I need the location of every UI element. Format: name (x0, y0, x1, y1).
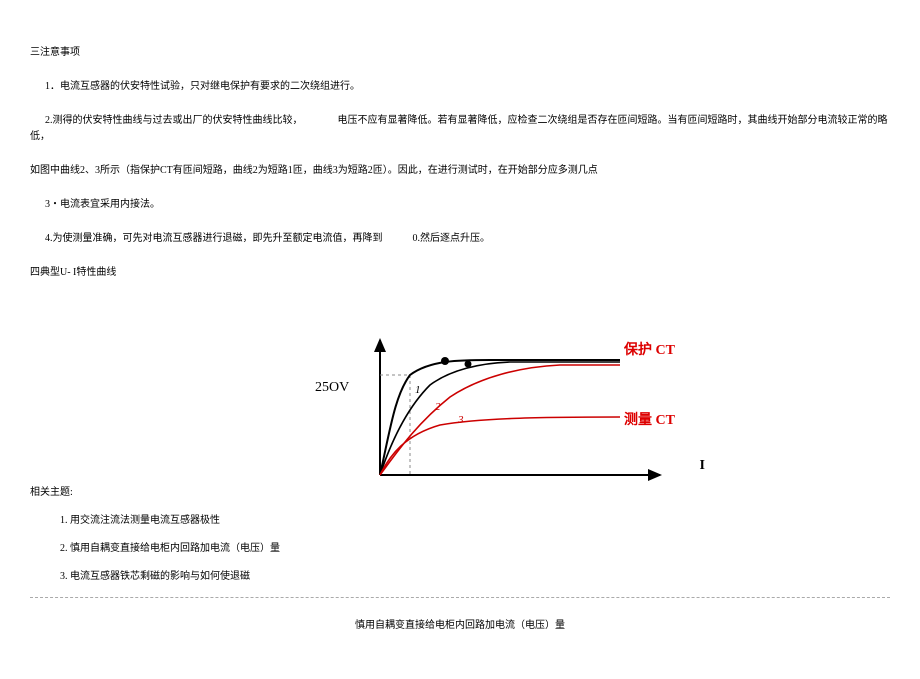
paragraph-1: 1．电流互感器的伏安特性试验，只对继电保护有要求的二次绕组进行。 (30, 79, 890, 95)
label-measure-ct: 测量 CT (624, 410, 675, 432)
x-axis-label: I (700, 455, 705, 477)
divider (30, 597, 890, 598)
paragraph-4: 4.为使测量准确，可先对电流互感器进行退磁，即先升至额定电流值，再降到 0.然后… (30, 231, 890, 247)
svg-text:1: 1 (415, 384, 421, 396)
svg-text:3: 3 (457, 414, 464, 426)
paragraph-2b: 如图中曲线2、3所示（指保护CT有匝间短路，曲线2为短路1匝，曲线3为短路2匝）… (30, 163, 890, 179)
svg-text:2: 2 (435, 401, 441, 413)
footer-title: 慎用自耦变直接给电柜内回路加电流（电压）量 (30, 618, 890, 634)
related-item-2: 2. 慎用自耦变直接给电柜内回路加电流（电压）量 (60, 541, 890, 557)
label-protection-ct: 保护 CT (624, 340, 675, 362)
y-annotation-250v: 25OV (315, 377, 349, 399)
section-4-title: 四典型U- I特性曲线 (30, 265, 890, 281)
paragraph-3: 3・电流表宜采用内接法。 (30, 197, 890, 213)
related-topics: 相关主题: 1. 用交流注流法测量电流互感器极性 2. 慎用自耦变直接给电柜内回… (30, 485, 890, 585)
ui-chart: 25OV 保护 CT 测量 CT I 123 (360, 335, 700, 495)
related-item-3: 3. 电流互感器铁芯剩磁的影响与如何使退磁 (60, 569, 890, 585)
section-3-title: 三注意事项 (30, 45, 890, 61)
paragraph-2a: 2.测得的伏安特性曲线与过去或出厂的伏安特性曲线比较， 电压不应有显著降低。若有… (30, 113, 890, 145)
related-item-1: 1. 用交流注流法测量电流互感器极性 (60, 513, 890, 529)
